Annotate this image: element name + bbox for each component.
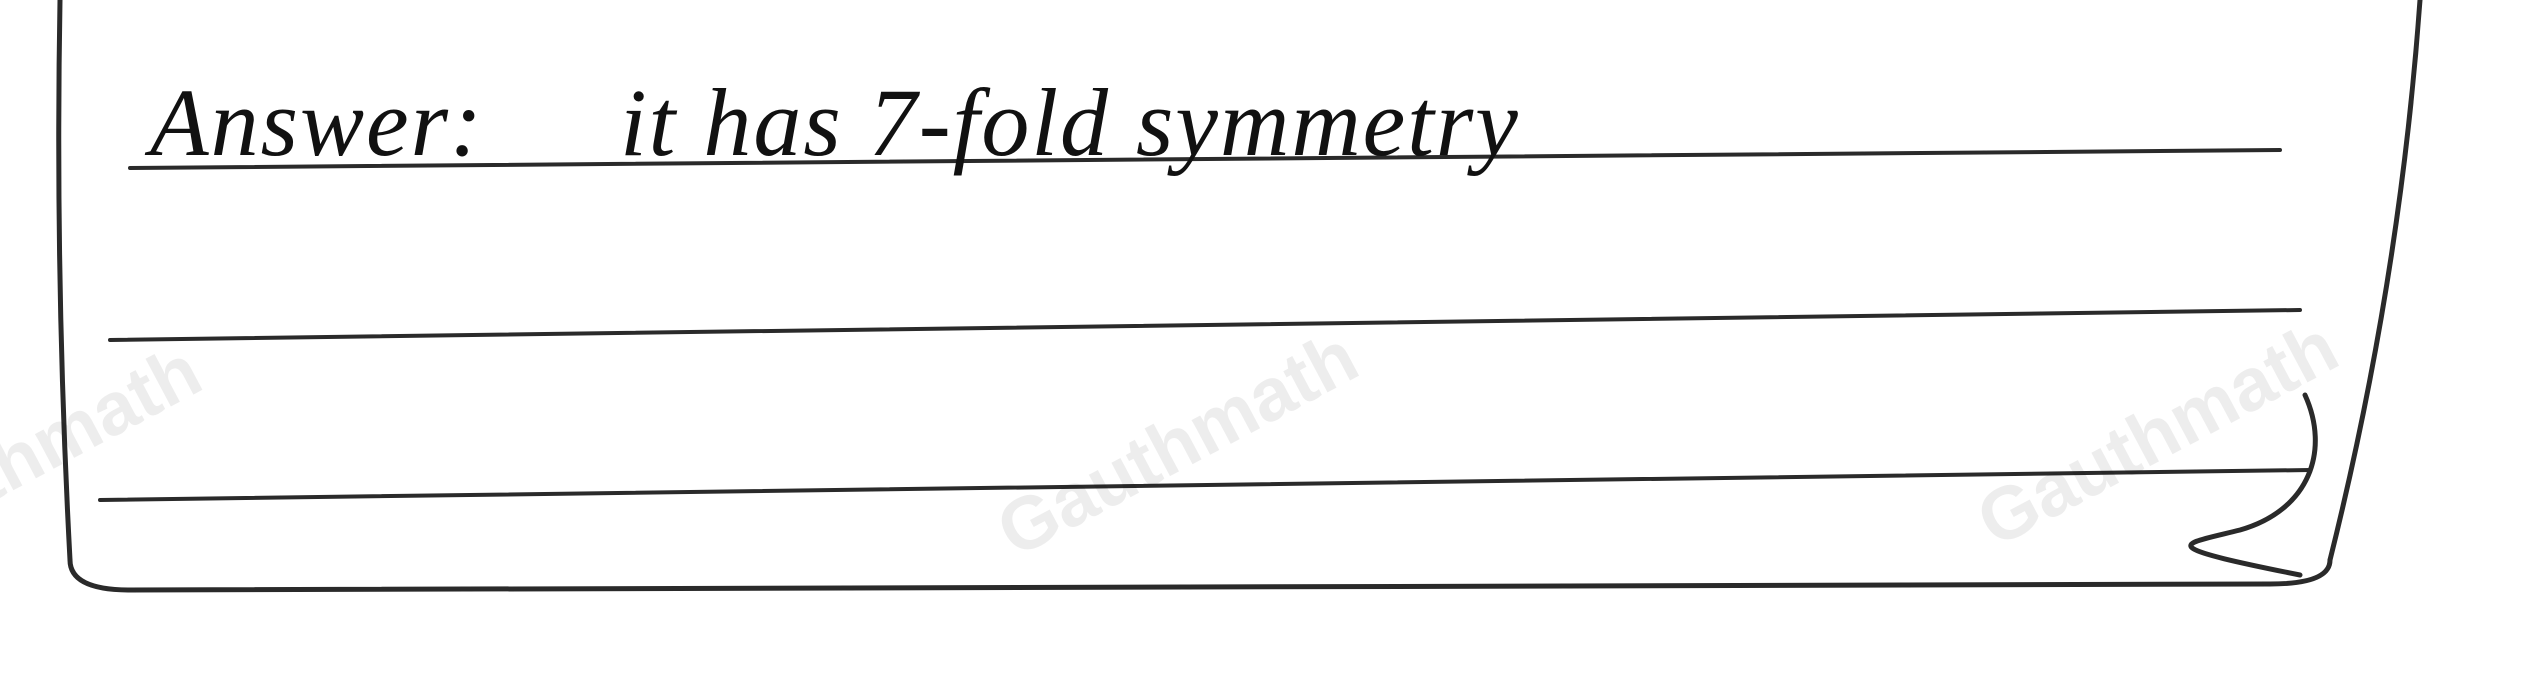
handwritten-note-page: Answer: it has 7-fold symmetry thmathGau… bbox=[0, 0, 2540, 680]
answer-body: it has 7-fold symmetry bbox=[620, 67, 1520, 178]
answer-label: Answer: bbox=[150, 67, 484, 178]
